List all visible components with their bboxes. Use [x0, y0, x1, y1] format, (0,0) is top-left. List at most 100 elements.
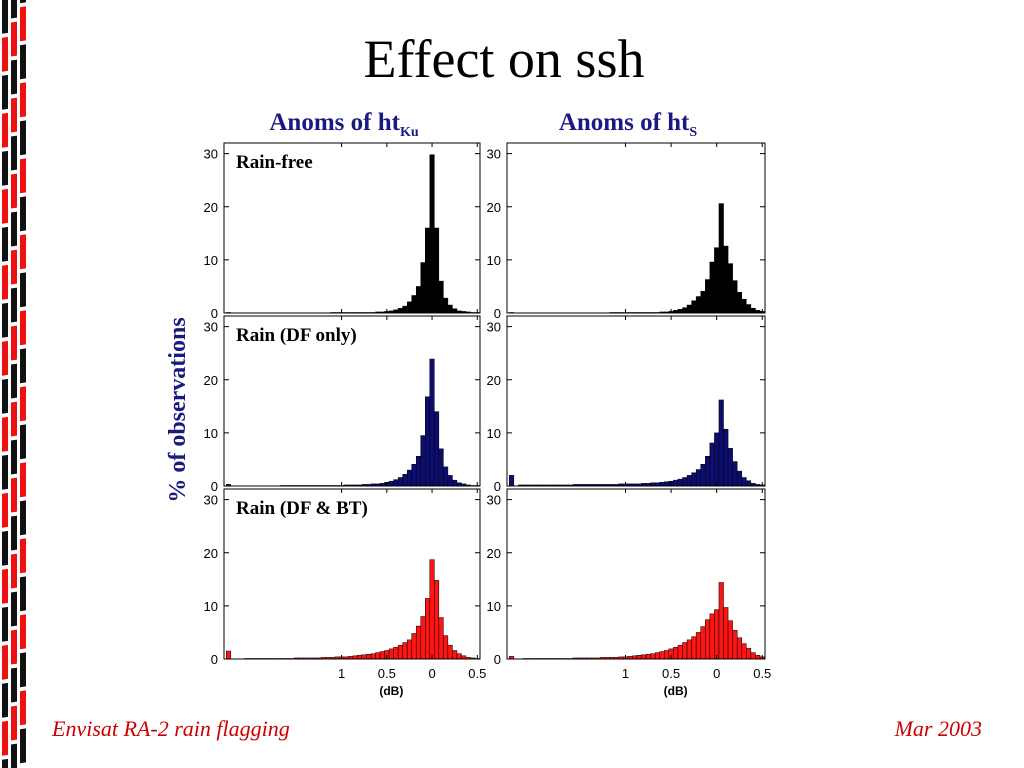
histogram-bar [746, 648, 752, 660]
histogram-bar [375, 652, 381, 660]
panel-label: Rain (DF only) [236, 325, 357, 346]
stripe-segment [20, 348, 26, 384]
stripe-segment [2, 720, 8, 756]
y-tick-label: 30 [204, 320, 218, 335]
y-tick-label: 10 [487, 253, 501, 268]
histogram-bar [659, 482, 665, 487]
x-tick-label: 0.5 [753, 666, 771, 681]
stripe-segment [11, 629, 17, 665]
histogram-bar [746, 480, 752, 487]
axes-frame [223, 315, 481, 487]
x-tick-label: 1 [338, 666, 345, 681]
histogram-bar [415, 625, 421, 660]
stripe-segment [11, 591, 17, 627]
stripe-segment [2, 644, 8, 680]
histogram-bar [429, 154, 435, 314]
stripe-segment [2, 378, 8, 414]
histogram-bar [361, 654, 367, 660]
histogram-bar [425, 227, 431, 314]
y-tick-label: 0 [211, 306, 218, 321]
histogram-bar [718, 582, 724, 660]
stripe-segment [11, 0, 17, 19]
stripe-segment [20, 82, 26, 118]
histogram-bar [402, 474, 408, 487]
stripe-segment [11, 553, 17, 589]
y-tick-label: 20 [487, 546, 501, 561]
x-axis-label: (dB) [379, 684, 403, 698]
stripe-segment [20, 310, 26, 346]
histogram-bar [357, 655, 363, 660]
histogram-bar [429, 358, 435, 487]
y-tick-label: 30 [204, 493, 218, 508]
histogram-bar [723, 245, 729, 314]
histogram-bar [727, 263, 733, 314]
stripe-segment [11, 743, 17, 768]
stripe-segment [2, 74, 8, 110]
stripe-segment [2, 530, 8, 566]
histogram-bar [709, 613, 715, 660]
histogram-bar [379, 651, 385, 660]
histogram-bar [452, 479, 458, 487]
histogram-bar [411, 295, 417, 314]
histogram-bar [664, 481, 670, 487]
stripe-segment [2, 302, 8, 338]
histogram-bar [393, 647, 399, 660]
histogram-bar [695, 296, 701, 314]
stripe-segment [11, 287, 17, 323]
column-title: Anoms of htS [559, 109, 698, 140]
stripe-segment [2, 36, 8, 72]
column-title-subscript: S [689, 125, 697, 140]
stripe-segment [20, 500, 26, 536]
stripe-segment [20, 234, 26, 270]
histogram-bar [443, 297, 449, 314]
histogram-bar [509, 475, 515, 487]
histogram-bar [718, 399, 724, 487]
stripe-segment [20, 576, 26, 612]
stripe-segment [2, 0, 8, 34]
histogram-bar [420, 262, 426, 314]
histogram-bar [705, 456, 711, 487]
histogram-bar [443, 635, 449, 660]
histogram-bar [709, 442, 715, 487]
axes-frame [223, 488, 481, 660]
stripe-segment [2, 264, 8, 300]
x-axis-label: (dB) [664, 684, 688, 698]
stripe-segment [20, 462, 26, 498]
column-title-main: Anoms of ht [269, 109, 400, 136]
histogram-bar [452, 308, 458, 314]
histogram-bar [741, 477, 747, 487]
histogram-bar [741, 643, 747, 660]
y-tick-label: 30 [487, 320, 501, 335]
histogram-bar [429, 559, 435, 660]
stripe-segment [2, 492, 8, 528]
histogram-bar [420, 616, 426, 660]
stripe-segment [2, 112, 8, 148]
histogram-bar [411, 463, 417, 487]
histogram-bar [447, 304, 453, 314]
histogram-bar [447, 644, 453, 660]
histogram-bar [691, 472, 697, 487]
stripe-segment [11, 173, 17, 209]
histogram-bar [673, 647, 679, 660]
histogram-bar [736, 470, 743, 487]
histogram-bar [438, 617, 444, 660]
histogram-bar [700, 626, 706, 660]
x-tick-label: 0 [428, 666, 435, 681]
histogram-bar [727, 448, 733, 487]
stripe-segment [20, 44, 26, 80]
y-tick-label: 0 [494, 652, 501, 667]
stripe-segment [20, 690, 26, 726]
stripe-segment [2, 340, 8, 376]
histogram-bar [686, 639, 692, 660]
histogram-bar [397, 644, 403, 660]
histogram-bar [736, 292, 743, 314]
x-tick-label: 0.5 [662, 666, 680, 681]
histogram-bar [709, 261, 715, 314]
stripe-segment [2, 188, 8, 224]
histogram-bar [438, 280, 444, 314]
column-title-subscript: Ku [400, 125, 419, 140]
y-tick-label: 10 [487, 426, 501, 441]
histogram-bar [750, 652, 756, 660]
stripe-segment [11, 401, 17, 437]
